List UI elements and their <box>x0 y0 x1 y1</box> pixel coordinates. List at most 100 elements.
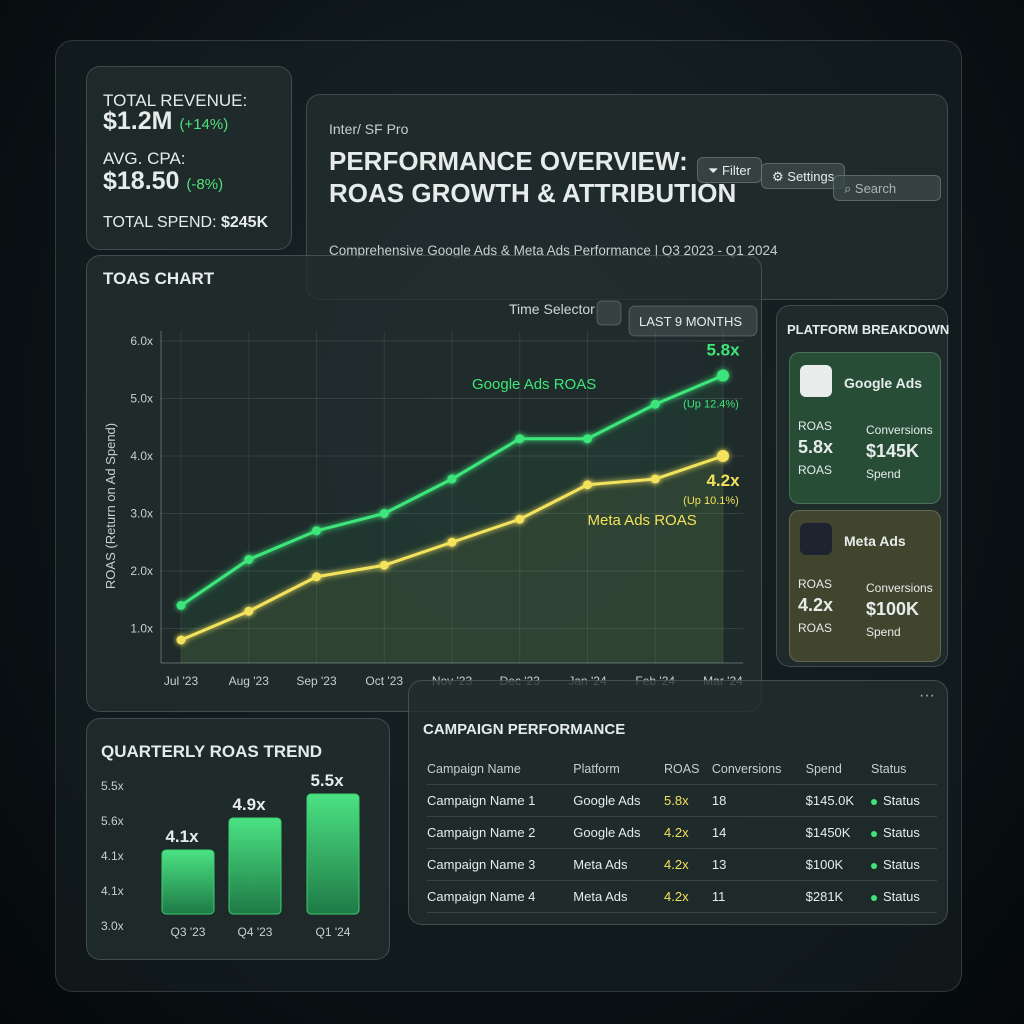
data-point <box>379 509 389 518</box>
button-label: Settings <box>787 169 835 184</box>
table-cell: 18 <box>711 784 806 817</box>
x-tick-label: Sep '23 <box>296 674 337 688</box>
status-dot <box>871 799 877 805</box>
kpi-value: $18.50 (-8%) <box>103 167 223 196</box>
table-cell: Status <box>871 880 937 913</box>
button-label: Filter <box>722 163 751 178</box>
kpi-value: $1.2M (+14%) <box>103 107 228 136</box>
more-menu[interactable]: ··· <box>919 687 935 704</box>
cell-text: 4.2x <box>664 889 689 904</box>
quarterly-panel: QUARTERLY ROAS TREND 5.5x 5.6x 4.1x 4.1x 3.0… <box>86 718 390 960</box>
data-point <box>244 555 254 564</box>
column-header: Conversions <box>711 753 806 785</box>
cell-text: Google Ads <box>573 793 641 808</box>
platform-roas-label: ROAS <box>798 419 833 433</box>
cell-text: Google Ads <box>573 825 641 840</box>
subtitle: Comprehensive Google Ads & Meta Ads Perf… <box>329 243 778 258</box>
table-cell: Google Ads <box>573 784 665 817</box>
cell-text: Campaign Name 2 <box>427 825 536 840</box>
column-header: Status <box>871 753 937 785</box>
y-axis-label: 5.6x <box>101 814 124 828</box>
column-header: Campaign Name <box>427 753 574 785</box>
kpi-change: (-8%) <box>186 176 224 193</box>
header-panel: Inter/ SF Pro PERFORMANCE OVERVIEW: ROAS… <box>306 94 948 300</box>
platform-spend-caption: Spend <box>866 625 901 639</box>
bar <box>161 849 215 915</box>
data-point <box>244 606 254 616</box>
y-axis-label: 5.5x <box>101 779 124 793</box>
panel-title: CAMPAIGN PERFORMANCE <box>423 721 626 738</box>
platform-spend: $100K <box>866 599 920 619</box>
series-label: Google Ads ROAS <box>472 376 596 393</box>
table-cell: Campaign Name 4 <box>427 880 574 913</box>
platform-panel: PLATFORM BREAKDOWN Google Ads ROAS 5.8x ROA… <box>776 305 949 667</box>
platform-name: Meta Ads <box>844 533 906 549</box>
cell-text: 11 <box>711 889 726 904</box>
bar <box>228 817 282 915</box>
kpi-label: TOTAL REVENUE: <box>103 91 248 110</box>
table-cell: 14 <box>711 816 806 849</box>
platform-roas-label: ROAS <box>798 577 833 591</box>
campaign-table: Campaign Name Platform ROAS Conversions Spen… <box>427 753 937 913</box>
platform-roas: 4.2x <box>798 595 834 615</box>
data-point <box>717 450 729 462</box>
platform-spend-caption: Spend <box>866 467 901 481</box>
filter-icon-button[interactable] <box>596 300 622 326</box>
title-line: ROAS GROWTH & ATTRIBUTION <box>329 178 737 208</box>
data-point <box>447 537 457 547</box>
platform-conversions-label: Conversions <box>866 423 933 437</box>
series-area <box>181 375 723 663</box>
data-point <box>583 480 592 490</box>
data-point <box>515 514 525 524</box>
table-cell: Google Ads <box>573 816 665 849</box>
platform-name: Google Ads <box>844 375 923 391</box>
table-cell: Meta Ads <box>573 848 665 881</box>
data-point <box>717 369 729 382</box>
cell-text: 4.2x <box>664 857 689 872</box>
cell-text: 4.2x <box>664 825 689 840</box>
y-axis-label: 4.1x <box>101 884 124 898</box>
search-placeholder: Search <box>854 181 897 196</box>
search-input[interactable]: ⌕ Search <box>833 175 941 201</box>
y-axis-label: 4.1x <box>101 849 124 863</box>
platform-roas-caption: ROAS <box>798 621 833 635</box>
platform-roas: 5.8x <box>798 437 834 457</box>
cell-text: $145.0K <box>805 793 855 808</box>
time-selector-label: Time Selector <box>509 301 595 317</box>
table-cell: $281K <box>805 880 871 913</box>
table-cell: Campaign Name 1 <box>427 784 574 817</box>
annotation-value: 4.2x <box>706 471 740 490</box>
filter-button[interactable]: ⏷ Filter <box>697 157 762 183</box>
column-header: ROAS <box>664 753 712 785</box>
data-point <box>515 434 525 444</box>
y-tick-label: 2.0x <box>130 564 153 578</box>
status-dot <box>871 895 877 901</box>
bar-chart: QUARTERLY ROAS TREND 5.5x 5.6x 4.1x 4.1x 3.0… <box>101 742 360 939</box>
table-row: Campaign Name 4 Meta Ads 4.2x 11 $281K Status <box>427 880 937 913</box>
annotation-note: (Up 12.4%) <box>683 399 739 411</box>
annotation-value: 5.8x <box>706 341 740 360</box>
chart-title: TOAS CHART <box>103 269 215 288</box>
page-title: PERFORMANCE OVERVIEW: ROAS GROWTH & ATTR… <box>329 145 736 209</box>
table-cell: $100K <box>805 848 871 881</box>
cell-text: Status <box>883 825 920 840</box>
cell-text: Campaign Name 4 <box>427 889 536 904</box>
table-cell: 13 <box>711 848 806 881</box>
cell-text: 5.8x <box>664 793 689 808</box>
data-point <box>312 526 321 536</box>
cell-text: Status <box>883 857 920 872</box>
data-point <box>176 601 186 610</box>
value-label: 5.5x <box>310 771 344 790</box>
y-axis-label: ROAS (Return on Ad Spend) <box>103 423 118 589</box>
cell-text: Status <box>883 889 920 904</box>
column-header: Platform <box>573 753 665 785</box>
cell-text: 14 <box>711 825 727 840</box>
time-range-dropdown[interactable] <box>628 305 758 337</box>
kpi-value: $245K <box>220 214 269 231</box>
kpi-label: TOTAL SPEND: <box>103 214 217 231</box>
cell-text: Meta Ads <box>573 857 628 872</box>
kpi-label: AVG. CPA: <box>103 149 186 168</box>
data-point <box>176 635 186 645</box>
settings-button[interactable]: ⚙ Settings <box>761 163 846 189</box>
y-axis-label: 3.0x <box>101 919 124 933</box>
